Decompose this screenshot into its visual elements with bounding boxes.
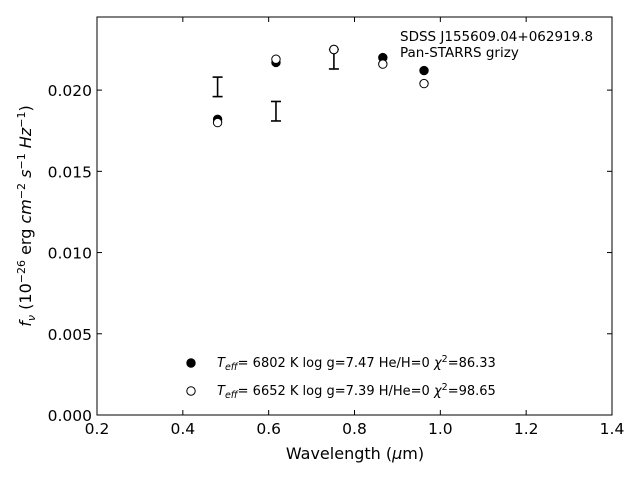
x-tick-label: 0.2 — [85, 420, 110, 438]
model-point-open — [212, 117, 223, 128]
legend-text-model-2: Teff= 6652 K log g=7.39 H/He=0 χ2=98.65 — [217, 382, 496, 401]
legend-text-model-1: Teff= 6802 K log g=7.47 He/H=0 χ2=86.33 — [217, 354, 496, 373]
annotation-survey: Pan-STARRS grizy — [400, 45, 519, 61]
x-tick-label: 0.6 — [256, 420, 281, 438]
x-tick-label: 0.4 — [171, 420, 196, 438]
y-tick-label: 0.010 — [48, 245, 92, 263]
observed-errorbar — [270, 100, 281, 122]
legend-marker-filled — [186, 358, 196, 368]
y-tick-label: 0.000 — [48, 407, 92, 425]
model-point-filled — [419, 65, 429, 76]
model-point-open — [271, 54, 281, 64]
x-tick-label: 0.8 — [342, 420, 367, 438]
legend-marker-open — [186, 386, 196, 396]
y-tick-label: 0.015 — [48, 163, 92, 181]
x-tick-label: 1.4 — [600, 420, 625, 438]
model-point-open — [329, 44, 339, 55]
observed-errorbar — [212, 76, 223, 98]
annotation-object-name: SDSS J155609.04+062919.8 — [400, 29, 593, 45]
x-axis-label: Wavelength (μm) — [286, 444, 424, 463]
y-axis-label: fν (10−26 erg cm−2 s−1 Hz−1) — [15, 105, 38, 326]
legend: Teff= 6802 K log g=7.47 He/H=0 χ2=86.33 … — [186, 354, 496, 401]
y-tick-label: 0.020 — [48, 82, 92, 100]
y-tick-label: 0.005 — [48, 326, 92, 344]
model-point-open — [419, 78, 429, 89]
x-tick-label: 1.2 — [514, 420, 539, 438]
x-tick-label: 1.0 — [428, 420, 453, 438]
model-point-open — [378, 59, 388, 69]
